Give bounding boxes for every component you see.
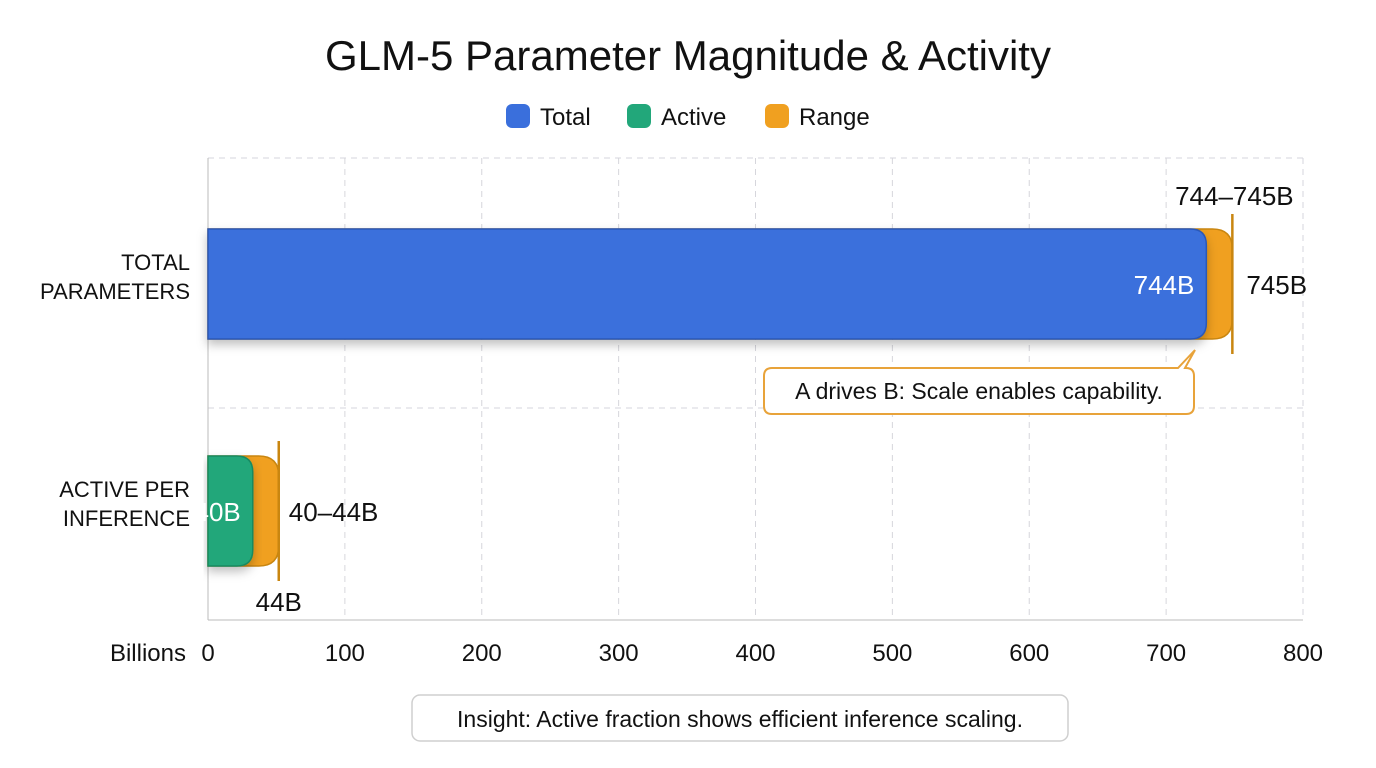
x-tick-label: 800 <box>1283 640 1323 667</box>
legend-swatch-active <box>627 104 651 128</box>
value-bar <box>207 228 1208 340</box>
x-axis: 0 100 200 300 400 500 600 700 800 <box>201 640 1323 667</box>
legend-label-total: Total <box>540 104 591 131</box>
insight-box: Insight: Active fraction shows efficient… <box>411 694 1069 742</box>
value-bar <box>207 455 254 567</box>
x-tick-label: 300 <box>599 640 639 667</box>
x-tick-label: 600 <box>1009 640 1049 667</box>
x-axis-label: Billions <box>110 640 186 667</box>
x-tick-label: 0 <box>201 640 214 667</box>
callout: A drives B: Scale enables capability. <box>763 349 1196 415</box>
x-tick-label: 100 <box>325 640 365 667</box>
legend-label-active: Active <box>661 104 726 131</box>
x-tick-label: 500 <box>872 640 912 667</box>
insight-text: Insight: Active fraction shows efficient… <box>457 706 1023 732</box>
range-label: 744–745B <box>1175 181 1294 211</box>
category-label: INFERENCE <box>63 506 190 531</box>
category-label: PARAMETERS <box>40 279 190 304</box>
max-label: 745B <box>1246 270 1307 300</box>
chart-title: GLM-5 Parameter Magnitude & Activity <box>325 32 1051 79</box>
x-tick-label: 400 <box>735 640 775 667</box>
legend-swatch-range <box>765 104 789 128</box>
legend-swatch-total <box>506 104 530 128</box>
x-tick-label: 700 <box>1146 640 1186 667</box>
bars: TOTAL PARAMETERS 744B 744–745B 745B ACTIVE PE… <box>40 181 1307 617</box>
value-label: 40B <box>194 497 240 527</box>
category-label: TOTAL <box>121 250 190 275</box>
range-label: 40–44B <box>289 497 379 527</box>
legend: Total Active Range <box>506 104 870 131</box>
max-label: 44B <box>256 587 302 617</box>
category-label: ACTIVE PER <box>59 477 190 502</box>
legend-label-range: Range <box>799 104 870 131</box>
callout-text: A drives B: Scale enables capability. <box>795 378 1163 404</box>
value-label: 744B <box>1134 270 1195 300</box>
x-tick-label: 200 <box>462 640 502 667</box>
